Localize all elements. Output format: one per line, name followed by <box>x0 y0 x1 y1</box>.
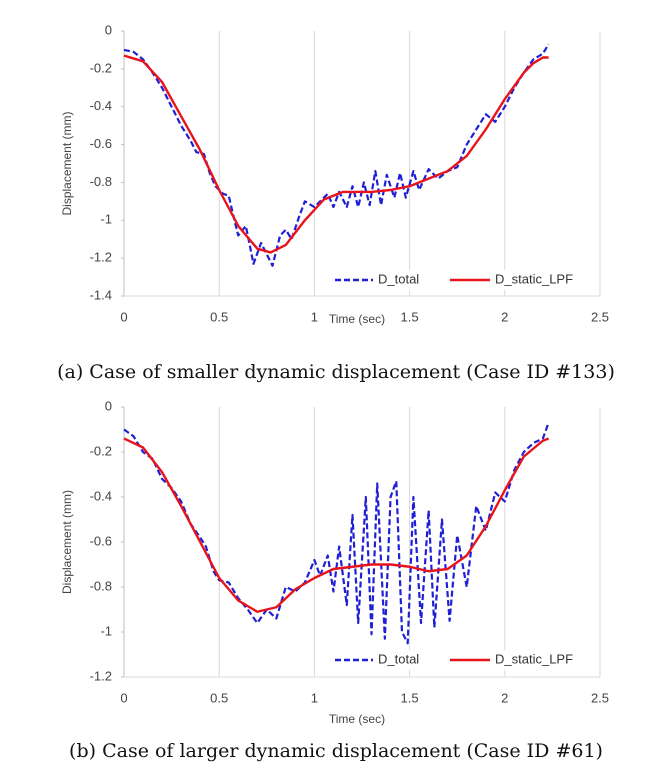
series-line <box>123 43 550 267</box>
caption: (a) Case of smaller dynamic displacement… <box>57 361 615 383</box>
y-tick-label: 0 <box>105 22 112 37</box>
y-tick-label: -1.4 <box>90 287 112 302</box>
legend-label: D_total <box>378 651 419 666</box>
y-tick-label: -1 <box>100 623 112 638</box>
x-tick-label: 1 <box>311 690 318 705</box>
x-tick-label: 1.5 <box>401 690 419 705</box>
x-tick-label: 2.5 <box>591 690 609 705</box>
y-tick-label: -0.6 <box>90 136 112 151</box>
x-tick-label: 1.5 <box>401 309 419 324</box>
x-axis-label: Time (sec) <box>329 312 385 326</box>
y-tick-label: -1.2 <box>90 668 112 683</box>
x-axis-label: Time (sec) <box>329 712 385 726</box>
y-tick-label: -1.2 <box>90 250 112 265</box>
y-axis-label: Displacement (mm) <box>60 111 74 215</box>
x-tick-label: 0 <box>120 690 127 705</box>
y-tick-label: -1 <box>100 212 112 227</box>
series-line <box>123 54 549 254</box>
y-tick-label: -0.4 <box>90 488 112 503</box>
x-tick-label: 2 <box>501 309 508 324</box>
caption: (b) Case of larger dynamic displacement … <box>69 740 603 762</box>
x-tick-label: 0.5 <box>210 690 228 705</box>
x-tick-label: 2.5 <box>591 309 609 324</box>
y-tick-label: -0.4 <box>90 98 112 113</box>
y-tick-label: -0.8 <box>90 174 112 189</box>
x-tick-label: 0 <box>120 309 127 324</box>
legend-label: D_total <box>378 271 419 286</box>
y-tick-label: -0.2 <box>90 443 112 458</box>
series-line <box>123 422 550 645</box>
y-tick-label: -0.6 <box>90 533 112 548</box>
x-tick-label: 2 <box>501 690 508 705</box>
legend-label: D_static_LPF <box>495 271 573 286</box>
x-tick-label: 1 <box>311 309 318 324</box>
series-line <box>123 437 550 613</box>
x-tick-label: 0.5 <box>210 309 228 324</box>
y-axis-label: Displacement (mm) <box>60 490 74 594</box>
y-tick-label: -0.2 <box>90 60 112 75</box>
y-tick-label: 0 <box>105 398 112 413</box>
y-tick-label: -0.8 <box>90 578 112 593</box>
legend-label: D_static_LPF <box>495 651 573 666</box>
